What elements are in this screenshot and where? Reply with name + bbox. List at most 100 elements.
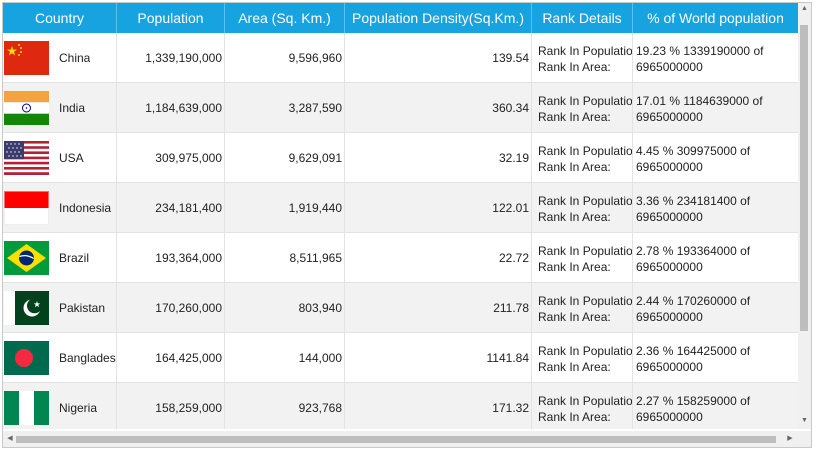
density-cell[interactable]: 139.54 (345, 33, 532, 83)
rank-in-population-label: Rank In Population: (538, 194, 633, 208)
rank-in-area-label: Rank In Area: (538, 310, 611, 324)
column-header-population[interactable]: Population (117, 3, 225, 33)
population-cell[interactable]: 1,339,190,000 (117, 33, 225, 83)
rank-in-population-label: Rank In Population: (538, 294, 633, 308)
column-header-rank-details[interactable]: Rank Details (532, 3, 633, 33)
world-percent-cell[interactable]: 2.44 % 170260000 of 6965000000 (633, 283, 798, 333)
table-row[interactable]: Brazil 193,364,000 8,511,965 22.72 Rank In P… (3, 233, 798, 283)
data-grid: Country Population Area (Sq. Km.) Popula… (2, 2, 812, 448)
country-name: Indonesia (59, 200, 112, 215)
rank-in-population-label: Rank In Population: (538, 144, 633, 158)
country-cell[interactable]: Pakistan (3, 283, 117, 333)
density-cell[interactable]: 171.32 (345, 383, 532, 429)
vertical-scrollbar[interactable]: ▲ ▼ (798, 3, 811, 429)
vertical-scroll-thumb[interactable] (800, 25, 808, 331)
world-percent-cell[interactable]: 4.45 % 309975000 of 6965000000 (633, 133, 798, 183)
scroll-right-arrow-icon[interactable]: ▶ (787, 435, 793, 442)
grid-header: Country Population Area (Sq. Km.) Popula… (3, 3, 798, 33)
world-percent-cell[interactable]: 17.01 % 1184639000 of 6965000000 (633, 83, 798, 133)
country-cell[interactable]: China (3, 33, 117, 83)
density-cell[interactable]: 22.72 (345, 233, 532, 283)
population-cell[interactable]: 1,184,639,000 (117, 83, 225, 133)
grid-body: China 1,339,190,000 9,596,960 139.54 Rank In… (3, 33, 798, 429)
country-cell[interactable]: Nigeria (3, 383, 117, 429)
bangladesh-flag-icon (4, 340, 49, 375)
density-cell[interactable]: 32.19 (345, 133, 532, 183)
rank-in-area-label: Rank In Area: (538, 110, 611, 124)
density-cell[interactable]: 211.78 (345, 283, 532, 333)
rank-details-cell[interactable]: Rank In Population: Rank In Area: (532, 183, 633, 233)
rank-in-area-label: Rank In Area: (538, 260, 611, 274)
table-row[interactable]: India 1,184,639,000 3,287,590 360.34 Rank In… (3, 83, 798, 133)
table-row[interactable]: USA 309,975,000 9,629,091 32.19 Rank In Popu… (3, 133, 798, 183)
area-cell[interactable]: 3,287,590 (225, 83, 345, 133)
rank-details-cell[interactable]: Rank In Population: Rank In Area: (532, 333, 633, 383)
population-cell[interactable]: 164,425,000 (117, 333, 225, 383)
country-cell[interactable]: Brazil (3, 233, 117, 283)
country-name: India (59, 100, 86, 115)
china-flag-icon (4, 40, 49, 75)
rank-in-population-label: Rank In Population: (538, 244, 633, 258)
country-name: China (59, 50, 91, 65)
world-percent-cell[interactable]: 2.27 % 158259000 of 6965000000 (633, 383, 798, 429)
pakistan-flag-icon (4, 290, 49, 325)
rank-in-population-label: Rank In Population: (538, 394, 633, 408)
usa-flag-icon (4, 140, 49, 175)
rank-in-area-label: Rank In Area: (538, 60, 611, 74)
world-percent-cell[interactable]: 3.36 % 234181400 of 6965000000 (633, 183, 798, 233)
table-row[interactable]: Nigeria 158,259,000 923,768 171.32 Rank In P… (3, 383, 798, 429)
country-name: USA (59, 150, 84, 165)
scroll-up-arrow-icon[interactable]: ▲ (801, 5, 808, 12)
area-cell[interactable]: 923,768 (225, 383, 345, 429)
population-cell[interactable]: 170,260,000 (117, 283, 225, 333)
rank-details-cell[interactable]: Rank In Population: Rank In Area: (532, 83, 633, 133)
area-cell[interactable]: 144,000 (225, 333, 345, 383)
table-row[interactable]: Indonesia 234,181,400 1,919,440 122.01 Rank … (3, 183, 798, 233)
rank-details-cell[interactable]: Rank In Population: Rank In Area: (532, 383, 633, 429)
table-row[interactable]: China 1,339,190,000 9,596,960 139.54 Rank In… (3, 33, 798, 83)
column-header-area[interactable]: Area (Sq. Km.) (225, 3, 345, 33)
rank-in-population-label: Rank In Population: (538, 344, 633, 358)
population-cell[interactable]: 193,364,000 (117, 233, 225, 283)
population-cell[interactable]: 234,181,400 (117, 183, 225, 233)
rank-in-area-label: Rank In Area: (538, 410, 611, 424)
rank-in-population-label: Rank In Population: (538, 44, 633, 58)
population-cell[interactable]: 158,259,000 (117, 383, 225, 429)
country-cell[interactable]: Bangladesh (3, 333, 117, 383)
country-cell[interactable]: India (3, 83, 117, 133)
horizontal-scrollbar[interactable]: ◀ ▶ (3, 431, 798, 447)
column-header-world-percent[interactable]: % of World population (647, 10, 784, 26)
area-cell[interactable]: 9,629,091 (225, 133, 345, 183)
indonesia-flag-icon (4, 190, 49, 225)
density-cell[interactable]: 360.34 (345, 83, 532, 133)
nigeria-flag-icon (4, 390, 49, 425)
country-name: Nigeria (59, 400, 98, 415)
density-cell[interactable]: 122.01 (345, 183, 532, 233)
world-percent-cell[interactable]: 2.78 % 193364000 of 6965000000 (633, 233, 798, 283)
rank-details-cell[interactable]: Rank In Population: Rank In Area: (532, 133, 633, 183)
country-cell[interactable]: Indonesia (3, 183, 117, 233)
area-cell[interactable]: 9,596,960 (225, 33, 345, 83)
area-cell[interactable]: 8,511,965 (225, 233, 345, 283)
scroll-down-arrow-icon[interactable]: ▼ (801, 417, 808, 424)
rank-details-cell[interactable]: Rank In Population: Rank In Area: (532, 33, 633, 83)
rank-in-area-label: Rank In Area: (538, 160, 611, 174)
scroll-left-arrow-icon[interactable]: ◀ (7, 435, 13, 442)
country-cell[interactable]: USA (3, 133, 117, 183)
rank-in-area-label: Rank In Area: (538, 210, 611, 224)
country-name: Pakistan (59, 300, 106, 315)
horizontal-scroll-thumb[interactable] (16, 436, 776, 443)
world-percent-cell[interactable]: 2.36 % 164425000 of 6965000000 (633, 333, 798, 383)
table-row[interactable]: Bangladesh164,425,000144,0001141.84Rank … (3, 333, 798, 383)
rank-details-cell[interactable]: Rank In Population: Rank In Area: (532, 283, 633, 333)
area-cell[interactable]: 803,940 (225, 283, 345, 333)
table-row[interactable]: Pakistan 170,260,000 803,940 211.78 Rank In … (3, 283, 798, 333)
rank-details-cell[interactable]: Rank In Population: Rank In Area: (532, 233, 633, 283)
column-header-country[interactable]: Country (3, 3, 117, 33)
column-header-density[interactable]: Population Density(Sq.Km.) (345, 3, 532, 33)
density-cell[interactable]: 1141.84 (345, 333, 532, 383)
scrollbar-corner (798, 431, 811, 447)
population-cell[interactable]: 309,975,000 (117, 133, 225, 183)
area-cell[interactable]: 1,919,440 (225, 183, 345, 233)
world-percent-cell[interactable]: 19.23 % 1339190000 of 6965000000 (633, 33, 798, 83)
